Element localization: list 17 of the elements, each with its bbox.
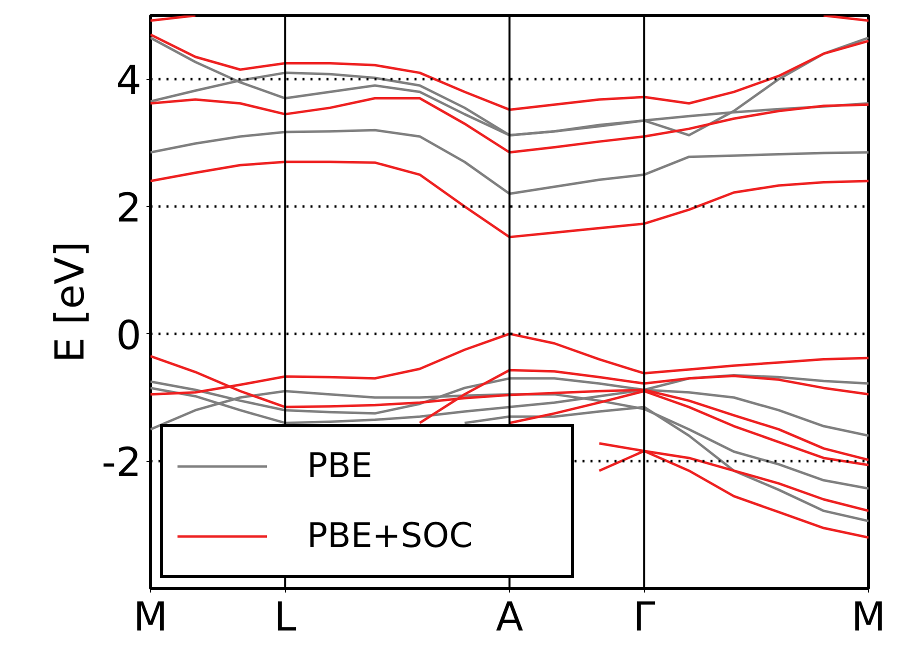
- x-tick-label: L: [274, 594, 297, 640]
- legend-label: PBE+SOC: [307, 516, 474, 556]
- x-tick-label: A: [496, 594, 524, 640]
- legend-label: PBE: [307, 446, 374, 486]
- x-tick-label: M: [133, 594, 168, 640]
- y-tick-label: 4: [116, 58, 142, 104]
- x-tick-label: M: [851, 594, 886, 640]
- line-series: [150, 128, 868, 196]
- y-axis-title: E [eV]: [48, 241, 94, 363]
- line-series: [150, 97, 868, 154]
- y-tick-label: 2: [116, 186, 142, 232]
- x-tick-label: Γ: [632, 594, 656, 640]
- line-series: [150, 33, 868, 111]
- y-tick-label: -2: [102, 440, 142, 486]
- line-series: [150, 160, 868, 238]
- line-series: [598, 442, 868, 539]
- y-tick-label: 0: [116, 312, 142, 359]
